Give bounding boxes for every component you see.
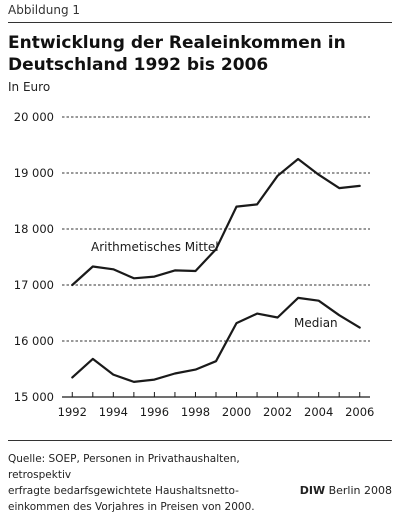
- y-tick-label: 20 000: [14, 110, 54, 124]
- source-line-3: einkommen des Vorjahres in Preisen von 2…: [8, 499, 298, 515]
- x-tick-label: 1998: [181, 405, 210, 419]
- data-series: [72, 159, 359, 382]
- credit-location-year: Berlin 2008: [329, 484, 392, 497]
- x-axis: [62, 392, 370, 397]
- x-tick-label: 1996: [140, 405, 169, 419]
- x-tick-label: 1994: [99, 405, 128, 419]
- x-tick-label: 2002: [263, 405, 292, 419]
- x-tick-label: 1992: [58, 405, 87, 419]
- x-tick-label: 2006: [345, 405, 374, 419]
- credit-brand: DIW: [300, 484, 325, 497]
- x-axis-tick-labels: 1992 1994 1996 1998 2000 2002 2004 2006: [58, 405, 375, 419]
- x-tick-label: 2004: [304, 405, 333, 419]
- credit: DIW Berlin 2008: [300, 484, 392, 497]
- y-tick-label: 19 000: [14, 166, 54, 180]
- y-tick-label: 17 000: [14, 278, 54, 292]
- y-tick-label: 15 000: [14, 390, 54, 404]
- line-chart: 15 000 16 000 17 000 18 000 19 000 20 000 199…: [0, 0, 400, 445]
- source-note: Quelle: SOEP, Personen in Privathaushalt…: [8, 451, 298, 515]
- x-tick-label: 2000: [222, 405, 251, 419]
- series-label-median: Median: [294, 316, 338, 330]
- series-label-arithmetisches-mittel: Arithmetisches Mittel: [91, 240, 219, 254]
- y-tick-label: 18 000: [14, 222, 54, 236]
- y-axis-tick-labels: 15 000 16 000 17 000 18 000 19 000 20 000: [14, 110, 54, 404]
- series-line-median: [72, 298, 359, 382]
- grid-lines: [62, 117, 370, 341]
- series-line-arithmetisches-mittel: [72, 159, 359, 285]
- bottom-rule: [8, 440, 392, 441]
- y-tick-label: 16 000: [14, 334, 54, 348]
- source-line-2: erfragte bedarfsgewichtete Haushaltsnett…: [8, 483, 298, 499]
- source-line-1: Quelle: SOEP, Personen in Privathaushalt…: [8, 451, 298, 483]
